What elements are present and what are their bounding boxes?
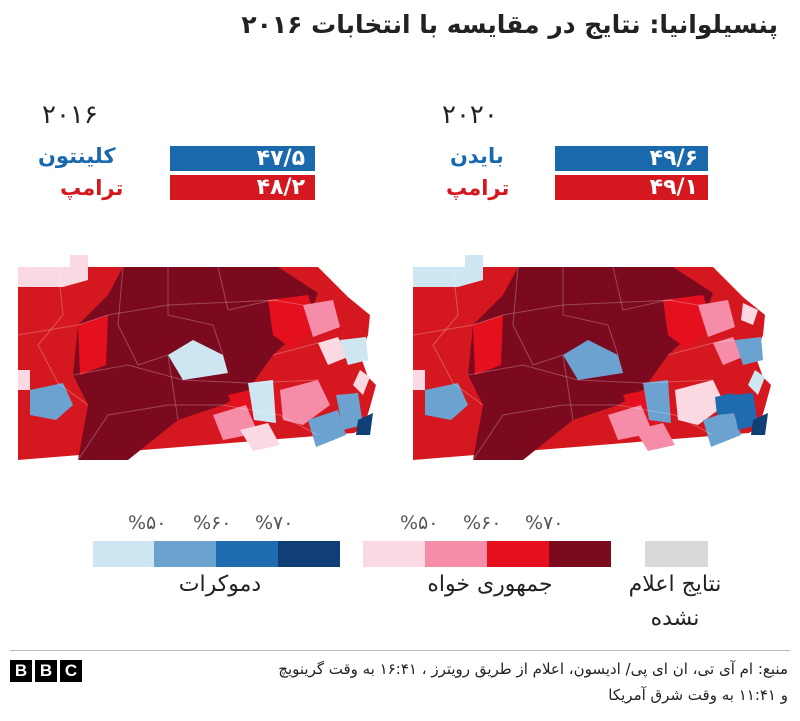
not-declared-label-line1: نتایج اعلام: [628, 572, 722, 597]
not-declared-label-line2: نشده: [650, 606, 700, 631]
trump-2016-result-bar: ۴۸/۲: [170, 175, 315, 200]
dem-threshold-50: %۵۰: [128, 512, 167, 534]
clinton-name: کلینتون: [38, 144, 116, 168]
bbc-logo: B B C: [10, 660, 82, 682]
footer-divider: [10, 650, 790, 651]
biden-result-bar: ۴۹/۶: [555, 146, 708, 171]
year-2020-label: ۲۰۲۰: [442, 100, 498, 130]
not-declared-swatch: [645, 541, 708, 567]
dem-swatch-50-60: [154, 541, 216, 567]
year-2016-label: ۲۰۱۶: [42, 100, 98, 130]
dem-threshold-60: %۶۰: [193, 512, 232, 534]
rep-swatch-over-70: [549, 541, 611, 567]
rep-swatch-under-50: [363, 541, 425, 567]
dem-swatch-60-70: [216, 541, 278, 567]
dem-threshold-70: %۷۰: [255, 512, 294, 534]
dem-swatch-under-50: [93, 541, 154, 567]
source-note: منبع: ام آی تی، ان ای پی/ ادیسون، اعلام …: [148, 656, 788, 708]
source-line-2: و ۱۱:۴۱ به وقت شرق آمریکا: [608, 686, 788, 704]
trump-2016-name: ترامپ: [60, 176, 124, 200]
rep-legend-label: جمهوری خواه: [427, 572, 553, 597]
dem-legend-label: دموکرات: [178, 572, 262, 597]
pennsylvania-map-2020: [413, 255, 771, 460]
pennsylvania-map-2016: [18, 255, 376, 460]
source-line-1: منبع: ام آی تی، ان ای پی/ ادیسون، اعلام …: [278, 660, 788, 678]
bbc-logo-letter: B: [10, 660, 32, 682]
clinton-result-bar: ۴۷/۵: [170, 146, 315, 171]
rep-swatch-60-70: [487, 541, 549, 567]
rep-swatch-50-60: [425, 541, 487, 567]
rep-threshold-70: %۷۰: [525, 512, 564, 534]
biden-name: بایدن: [450, 144, 504, 168]
dem-swatch-over-70: [278, 541, 340, 567]
rep-threshold-50: %۵۰: [400, 512, 439, 534]
trump-2020-result-bar: ۴۹/۱: [555, 175, 708, 200]
rep-threshold-60: %۶۰: [463, 512, 502, 534]
trump-2020-name: ترامپ: [446, 176, 510, 200]
bbc-logo-letter: C: [60, 660, 82, 682]
page-title: پنسیلوانیا: نتایج در مقایسه با انتخابات …: [241, 10, 778, 39]
bbc-logo-letter: B: [35, 660, 57, 682]
